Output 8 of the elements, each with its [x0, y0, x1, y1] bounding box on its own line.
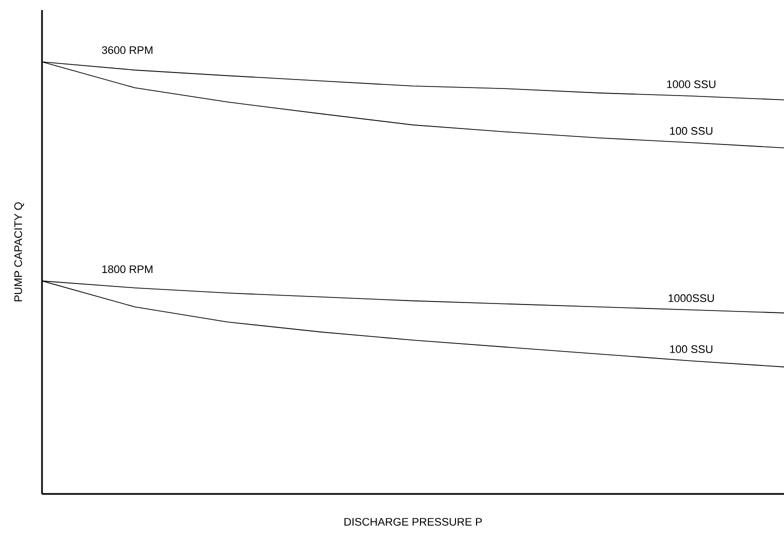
series-label: 100 SSU — [670, 345, 712, 354]
series-label: 1000 SSU — [667, 80, 716, 88]
y-axis-title: PUMP CAPACITY Q — [14, 202, 24, 302]
x-axis-title: DISCHARGE PRESSURE P — [344, 518, 482, 526]
annotation: 1800 RPM — [102, 265, 152, 274]
series-label: 100 SSU — [670, 127, 712, 135]
text: 3600 RPM — [102, 46, 152, 54]
series-label: 1000SSU — [668, 294, 714, 302]
